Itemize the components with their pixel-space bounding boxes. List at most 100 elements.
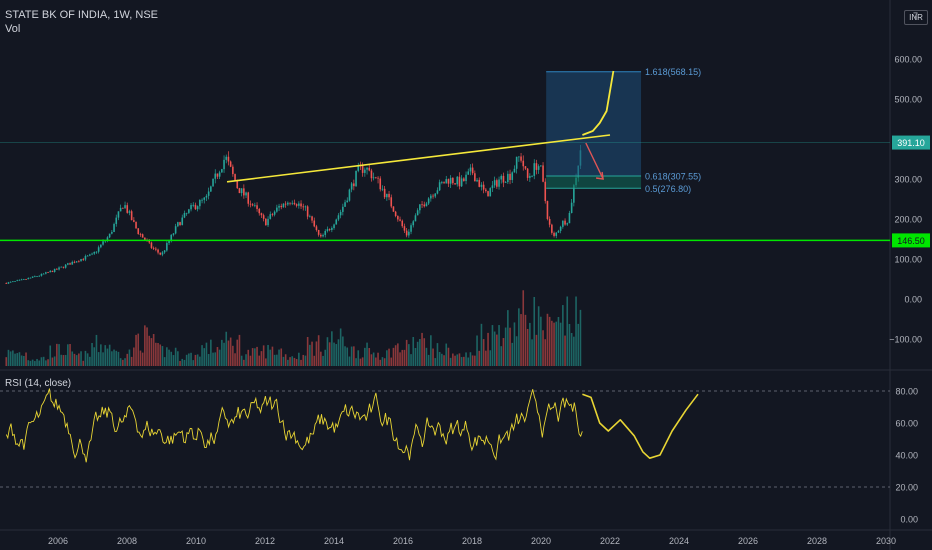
time-tick-label: 2010	[186, 536, 206, 546]
volume-bar	[498, 325, 500, 366]
candle-down	[478, 179, 481, 187]
volume-bar	[247, 349, 250, 366]
volume-bar	[289, 357, 291, 366]
candle-up	[117, 211, 120, 218]
candle-up	[100, 244, 102, 248]
volume-bar	[278, 349, 280, 366]
candle-down	[194, 204, 197, 210]
volume-bar	[218, 349, 221, 366]
candle-down	[390, 197, 393, 207]
volume-bar	[80, 351, 82, 366]
candle-up	[119, 207, 122, 212]
volume-bar	[399, 352, 401, 366]
candle-up	[218, 172, 221, 177]
candle-up	[207, 191, 210, 196]
candle-up	[456, 176, 459, 185]
volume-bar	[221, 339, 223, 366]
volume-bar	[410, 354, 412, 366]
volume-bar	[152, 334, 155, 366]
volume-bar	[322, 355, 324, 366]
candle-up	[557, 230, 560, 233]
volume-bar	[551, 320, 553, 366]
volume-bar	[342, 336, 344, 366]
rsi-tick-label: 0.00	[900, 515, 918, 525]
volume-bar	[317, 335, 320, 366]
volume-bar	[100, 344, 102, 366]
volume-bar	[227, 340, 230, 366]
volume-bar	[111, 351, 113, 366]
drawings-layer: 1.618(568.15) 0.618(307.55) 0.5(276.80)	[0, 67, 890, 242]
candle-down	[458, 176, 461, 187]
candle-up	[346, 200, 349, 203]
volume-bar	[67, 344, 69, 366]
candle-down	[243, 188, 245, 196]
candle-up	[174, 226, 177, 234]
volume-bar	[421, 332, 423, 366]
volume-bar	[408, 344, 410, 366]
candle-down	[388, 193, 390, 198]
volume-bar	[271, 346, 274, 366]
volume-pane	[5, 290, 582, 366]
candle-down	[249, 203, 252, 205]
currency-badge[interactable]: INR	[904, 10, 928, 25]
volume-bar	[232, 345, 234, 366]
candle-down	[289, 202, 291, 204]
candle-up	[500, 175, 503, 180]
candle-up	[427, 198, 430, 204]
candle-up	[172, 233, 175, 235]
volume-bar	[139, 350, 142, 366]
volume-bar	[223, 342, 225, 366]
volume-bar	[331, 331, 333, 366]
candle-up	[515, 156, 518, 169]
volume-bar	[172, 355, 175, 366]
rsi-tick-label: 20.00	[895, 483, 918, 493]
volume-bar	[350, 346, 353, 366]
volume-bar	[337, 339, 340, 366]
volume-bar	[163, 357, 166, 366]
candle-up	[45, 272, 47, 274]
candle-up	[49, 270, 52, 273]
candle-down	[159, 252, 162, 255]
price-pane	[5, 144, 582, 284]
volume-bar	[412, 337, 415, 366]
volume-bar	[430, 335, 432, 366]
volume-bar	[335, 344, 338, 366]
candle-up	[214, 173, 217, 179]
candle-down	[471, 167, 474, 174]
candle-down	[383, 188, 386, 198]
volume-bar	[287, 359, 289, 366]
time-tick-label: 2018	[462, 536, 482, 546]
volume-bar	[137, 333, 140, 366]
volume-bar	[509, 327, 511, 366]
candle-up	[240, 188, 243, 194]
volume-bar	[361, 357, 364, 366]
candle-up	[507, 173, 509, 183]
volume-bar	[333, 342, 335, 366]
volume-bar	[353, 346, 355, 366]
candle-down	[377, 177, 379, 179]
candle-down	[234, 174, 236, 182]
volume-bar	[302, 354, 305, 366]
candle-up	[469, 167, 472, 172]
volume-bar	[533, 296, 536, 366]
candle-up	[86, 255, 89, 257]
candle-down	[51, 270, 54, 272]
candle-up	[333, 224, 335, 229]
candle-up	[192, 204, 195, 206]
volume-bar	[326, 337, 329, 366]
candle-up	[287, 202, 289, 205]
volume-bar	[64, 354, 67, 366]
candle-up	[221, 169, 223, 173]
volume-bar	[192, 360, 195, 366]
candle-down	[284, 203, 287, 205]
volume-bar	[82, 360, 85, 366]
candle-down	[56, 268, 58, 270]
candle-down	[73, 261, 76, 263]
volume-bar	[357, 350, 360, 366]
candle-up	[291, 202, 294, 204]
candle-down	[265, 218, 267, 226]
candle-down	[227, 156, 230, 162]
candle-down	[447, 179, 450, 184]
